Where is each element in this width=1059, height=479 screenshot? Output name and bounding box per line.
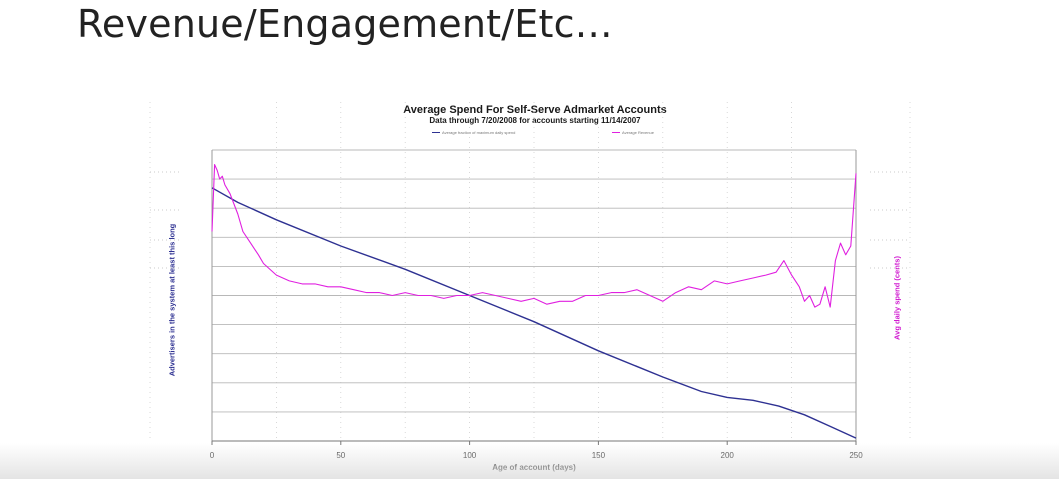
x-axis-label: Age of account (days) bbox=[492, 463, 576, 472]
x-tick-label: 100 bbox=[463, 451, 477, 460]
x-tick-label: 0 bbox=[210, 451, 215, 460]
series-line-revenue bbox=[211, 164, 857, 308]
y-axis-right-label: Avg daily spend (cents) bbox=[892, 256, 902, 340]
legend-item-revenue: Average Revenue bbox=[612, 130, 654, 135]
x-tick-label: 250 bbox=[849, 451, 863, 460]
y-axis-left-label: Advertisers in the system at least this … bbox=[167, 223, 177, 377]
legend-swatch-revenue bbox=[612, 132, 620, 133]
legend-label-fraction: Average fraction of maximum daily spend bbox=[442, 130, 516, 135]
legend-swatch-fraction bbox=[432, 132, 440, 133]
legend-item-fraction: Average fraction of maximum daily spend bbox=[432, 130, 515, 135]
x-tick-label: 200 bbox=[721, 451, 735, 460]
chart-subtitle: Data through 7/20/2008 for accounts star… bbox=[429, 116, 641, 125]
series-line-fraction bbox=[211, 187, 857, 439]
slide-title: Revenue/Engagement/Etc… bbox=[77, 2, 613, 46]
x-tick-label: 150 bbox=[592, 451, 606, 460]
chart-title: Average Spend For Self-Serve Admarket Ac… bbox=[403, 104, 667, 116]
x-tick-label: 50 bbox=[336, 451, 345, 460]
legend-label-revenue: Average Revenue bbox=[622, 130, 654, 135]
